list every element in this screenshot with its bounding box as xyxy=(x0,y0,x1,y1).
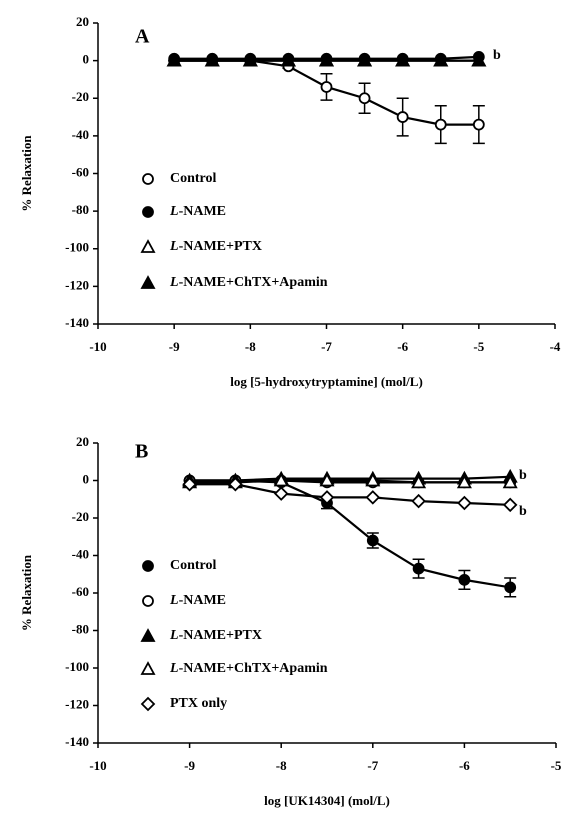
data-point xyxy=(433,52,449,67)
data-point xyxy=(320,81,333,93)
data-point xyxy=(357,52,373,67)
data-point xyxy=(166,52,182,67)
legend-label: PTX only xyxy=(170,696,227,711)
data-point xyxy=(395,52,411,67)
x-tick-label: -6 xyxy=(397,339,408,354)
legend-marker xyxy=(142,560,154,572)
y-tick-label: -140 xyxy=(65,734,89,749)
x-tick-label: -5 xyxy=(551,758,562,773)
x-tick-label: -7 xyxy=(367,758,378,773)
annotation: b xyxy=(493,48,501,63)
data-point xyxy=(182,476,197,492)
panel-label: B xyxy=(135,441,148,463)
legend-label: L-NAME+ChTX+Apamin xyxy=(169,661,328,676)
legend-label: Control xyxy=(170,558,217,573)
x-tick-label: -7 xyxy=(321,339,332,354)
data-point xyxy=(411,493,426,509)
data-point xyxy=(319,490,335,505)
data-point xyxy=(366,534,379,547)
y-tick-label: -80 xyxy=(72,202,89,217)
legend-marker xyxy=(140,661,156,675)
legend-marker xyxy=(140,239,156,253)
data-point xyxy=(273,486,289,501)
panel-label: A xyxy=(135,26,150,48)
fit-line xyxy=(189,475,511,482)
x-tick-label: -9 xyxy=(169,339,180,354)
annotation: b xyxy=(519,504,527,519)
y-tick-label: 20 xyxy=(76,14,89,29)
data-point xyxy=(502,497,518,513)
data-point xyxy=(412,562,425,575)
x-tick-label: -8 xyxy=(245,339,256,354)
y-tick-label: -40 xyxy=(72,546,89,561)
x-tick-label: -10 xyxy=(89,339,106,354)
data-point xyxy=(471,52,487,67)
y-tick-label: -20 xyxy=(72,509,89,524)
data-point xyxy=(365,490,381,505)
data-point xyxy=(318,52,335,67)
legend-marker xyxy=(140,275,156,289)
x-tick-label: -5 xyxy=(473,339,484,354)
data-point xyxy=(456,474,472,489)
data-point xyxy=(502,474,518,489)
data-point xyxy=(358,92,371,105)
y-tick-label: -120 xyxy=(65,696,89,711)
legend-label: L-NAME+PTX xyxy=(169,239,262,254)
legend-label: L-NAME xyxy=(169,593,226,608)
y-axis-title: % Relaxation xyxy=(19,135,34,212)
y-tick-label: -140 xyxy=(65,315,89,330)
legend-label: L-NAME xyxy=(169,204,226,219)
legend-marker xyxy=(140,696,156,712)
y-tick-label: -100 xyxy=(65,240,89,255)
y-tick-label: -80 xyxy=(72,621,89,636)
legend-marker xyxy=(142,595,154,607)
data-point xyxy=(319,472,335,487)
data-point xyxy=(365,472,381,487)
x-tick-label: -6 xyxy=(459,758,470,773)
x-tick-label: -9 xyxy=(184,758,195,773)
fit-line xyxy=(189,483,511,506)
legend-marker xyxy=(140,628,156,642)
y-tick-label: -60 xyxy=(72,164,89,179)
fit-line xyxy=(189,479,511,484)
x-axis-title: log [5-hydroxytryptamine] (mol/L) xyxy=(230,374,423,389)
data-point xyxy=(228,476,243,492)
data-point xyxy=(458,573,471,586)
data-point xyxy=(504,581,517,594)
data-point xyxy=(411,474,427,489)
data-point xyxy=(204,52,220,67)
legend-label: L-NAME+ChTX+Apamin xyxy=(169,275,328,290)
x-tick-label: -4 xyxy=(550,339,561,354)
data-point xyxy=(273,472,289,487)
x-axis-title: log [UK14304] (mol/L) xyxy=(264,793,390,808)
y-tick-label: 20 xyxy=(76,434,89,449)
data-point xyxy=(472,118,485,131)
data-point xyxy=(280,52,296,67)
legend-label: Control xyxy=(170,171,217,186)
y-tick-label: -20 xyxy=(72,89,89,104)
y-tick-label: -60 xyxy=(72,584,89,599)
data-point xyxy=(457,495,472,511)
y-tick-label: 0 xyxy=(83,471,90,486)
legend-marker xyxy=(142,206,154,218)
x-tick-label: -8 xyxy=(276,758,287,773)
legend-marker xyxy=(142,173,154,185)
annotation: b xyxy=(519,468,527,483)
data-point xyxy=(242,52,258,67)
y-tick-label: 0 xyxy=(83,52,90,67)
y-tick-label: -100 xyxy=(65,659,89,674)
y-tick-label: -40 xyxy=(72,127,89,142)
data-point xyxy=(434,118,447,131)
x-tick-label: -10 xyxy=(89,758,106,773)
y-axis-title: % Relaxation xyxy=(19,554,34,631)
y-tick-label: -120 xyxy=(65,277,89,292)
legend-label: L-NAME+PTX xyxy=(169,628,262,643)
data-point xyxy=(396,111,409,123)
